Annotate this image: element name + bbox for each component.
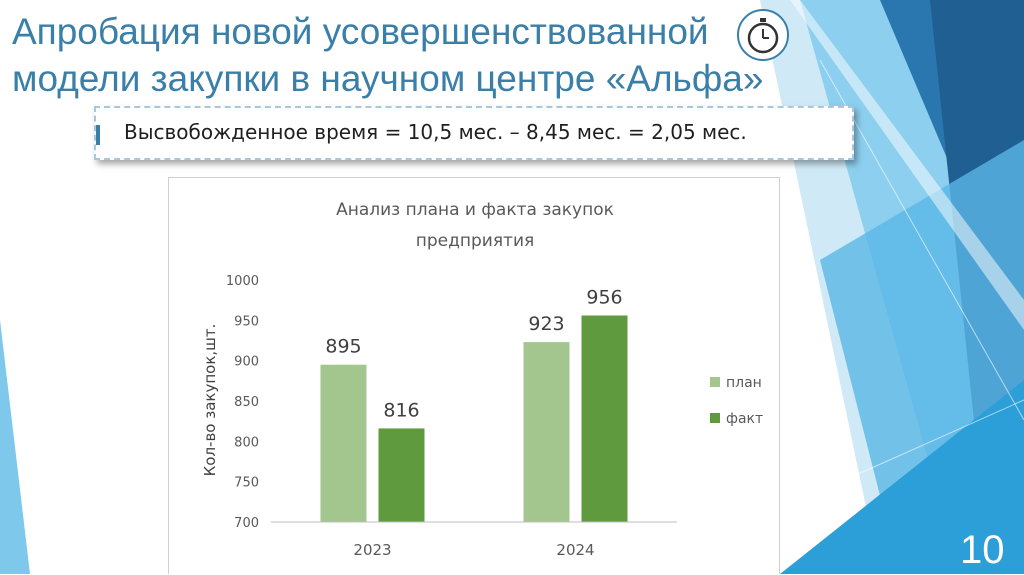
- data-label-факт-2024: 956: [586, 286, 622, 308]
- y-axis-label: Кол-во закупок,шт.: [201, 324, 219, 477]
- legend-label-план: план: [726, 375, 762, 391]
- x-tick-label: 2024: [556, 541, 594, 559]
- bar-план-2024: [523, 342, 570, 522]
- data-label-план-2024: 923: [528, 313, 564, 335]
- data-label-план-2023: 895: [325, 336, 361, 358]
- legend-swatch-факт: [710, 413, 720, 423]
- chart-title-line-1: Анализ плана и факта закупок: [336, 200, 614, 220]
- stopwatch-icon: [737, 9, 789, 61]
- bar-факт-2024: [581, 315, 628, 522]
- bar-chart: Анализ плана и факта закупок предприятия…: [201, 200, 763, 559]
- bar-план-2023: [320, 364, 367, 522]
- y-tick-label: 800: [234, 435, 259, 450]
- y-tick-label: 850: [234, 395, 259, 410]
- bar-факт-2023: [378, 428, 425, 522]
- formula-text: Высвобожденное время = 10,5 мес. – 8,45 …: [124, 120, 747, 144]
- legend: план факт: [710, 375, 763, 427]
- chart-title-line-2: предприятия: [416, 231, 534, 251]
- page-title: Апробация новой усовершенствованной моде…: [12, 11, 764, 99]
- y-tick-label: 750: [234, 476, 259, 491]
- x-tick-label: 2023: [353, 541, 391, 559]
- formula-callout: Высвобожденное время = 10,5 мес. – 8,45 …: [94, 106, 854, 160]
- legend-swatch-план: [710, 377, 720, 387]
- y-tick-label: 1000: [226, 274, 259, 289]
- y-tick-label: 950: [234, 314, 259, 329]
- x-axis-ticks: 2023 2024: [353, 541, 594, 559]
- bars: 895 816 923 956: [320, 286, 628, 522]
- y-axis-ticks: 700 750 800 850 900 950 1000: [226, 274, 259, 531]
- y-tick-label: 700: [234, 516, 259, 531]
- y-tick-label: 900: [234, 355, 259, 370]
- legend-label-факт: факт: [726, 411, 763, 427]
- chart-container: Анализ плана и факта закупок предприятия…: [168, 177, 780, 574]
- page-number: 10: [960, 528, 1005, 572]
- formula-accent-bar: [96, 125, 100, 145]
- data-label-факт-2023: 816: [383, 399, 419, 421]
